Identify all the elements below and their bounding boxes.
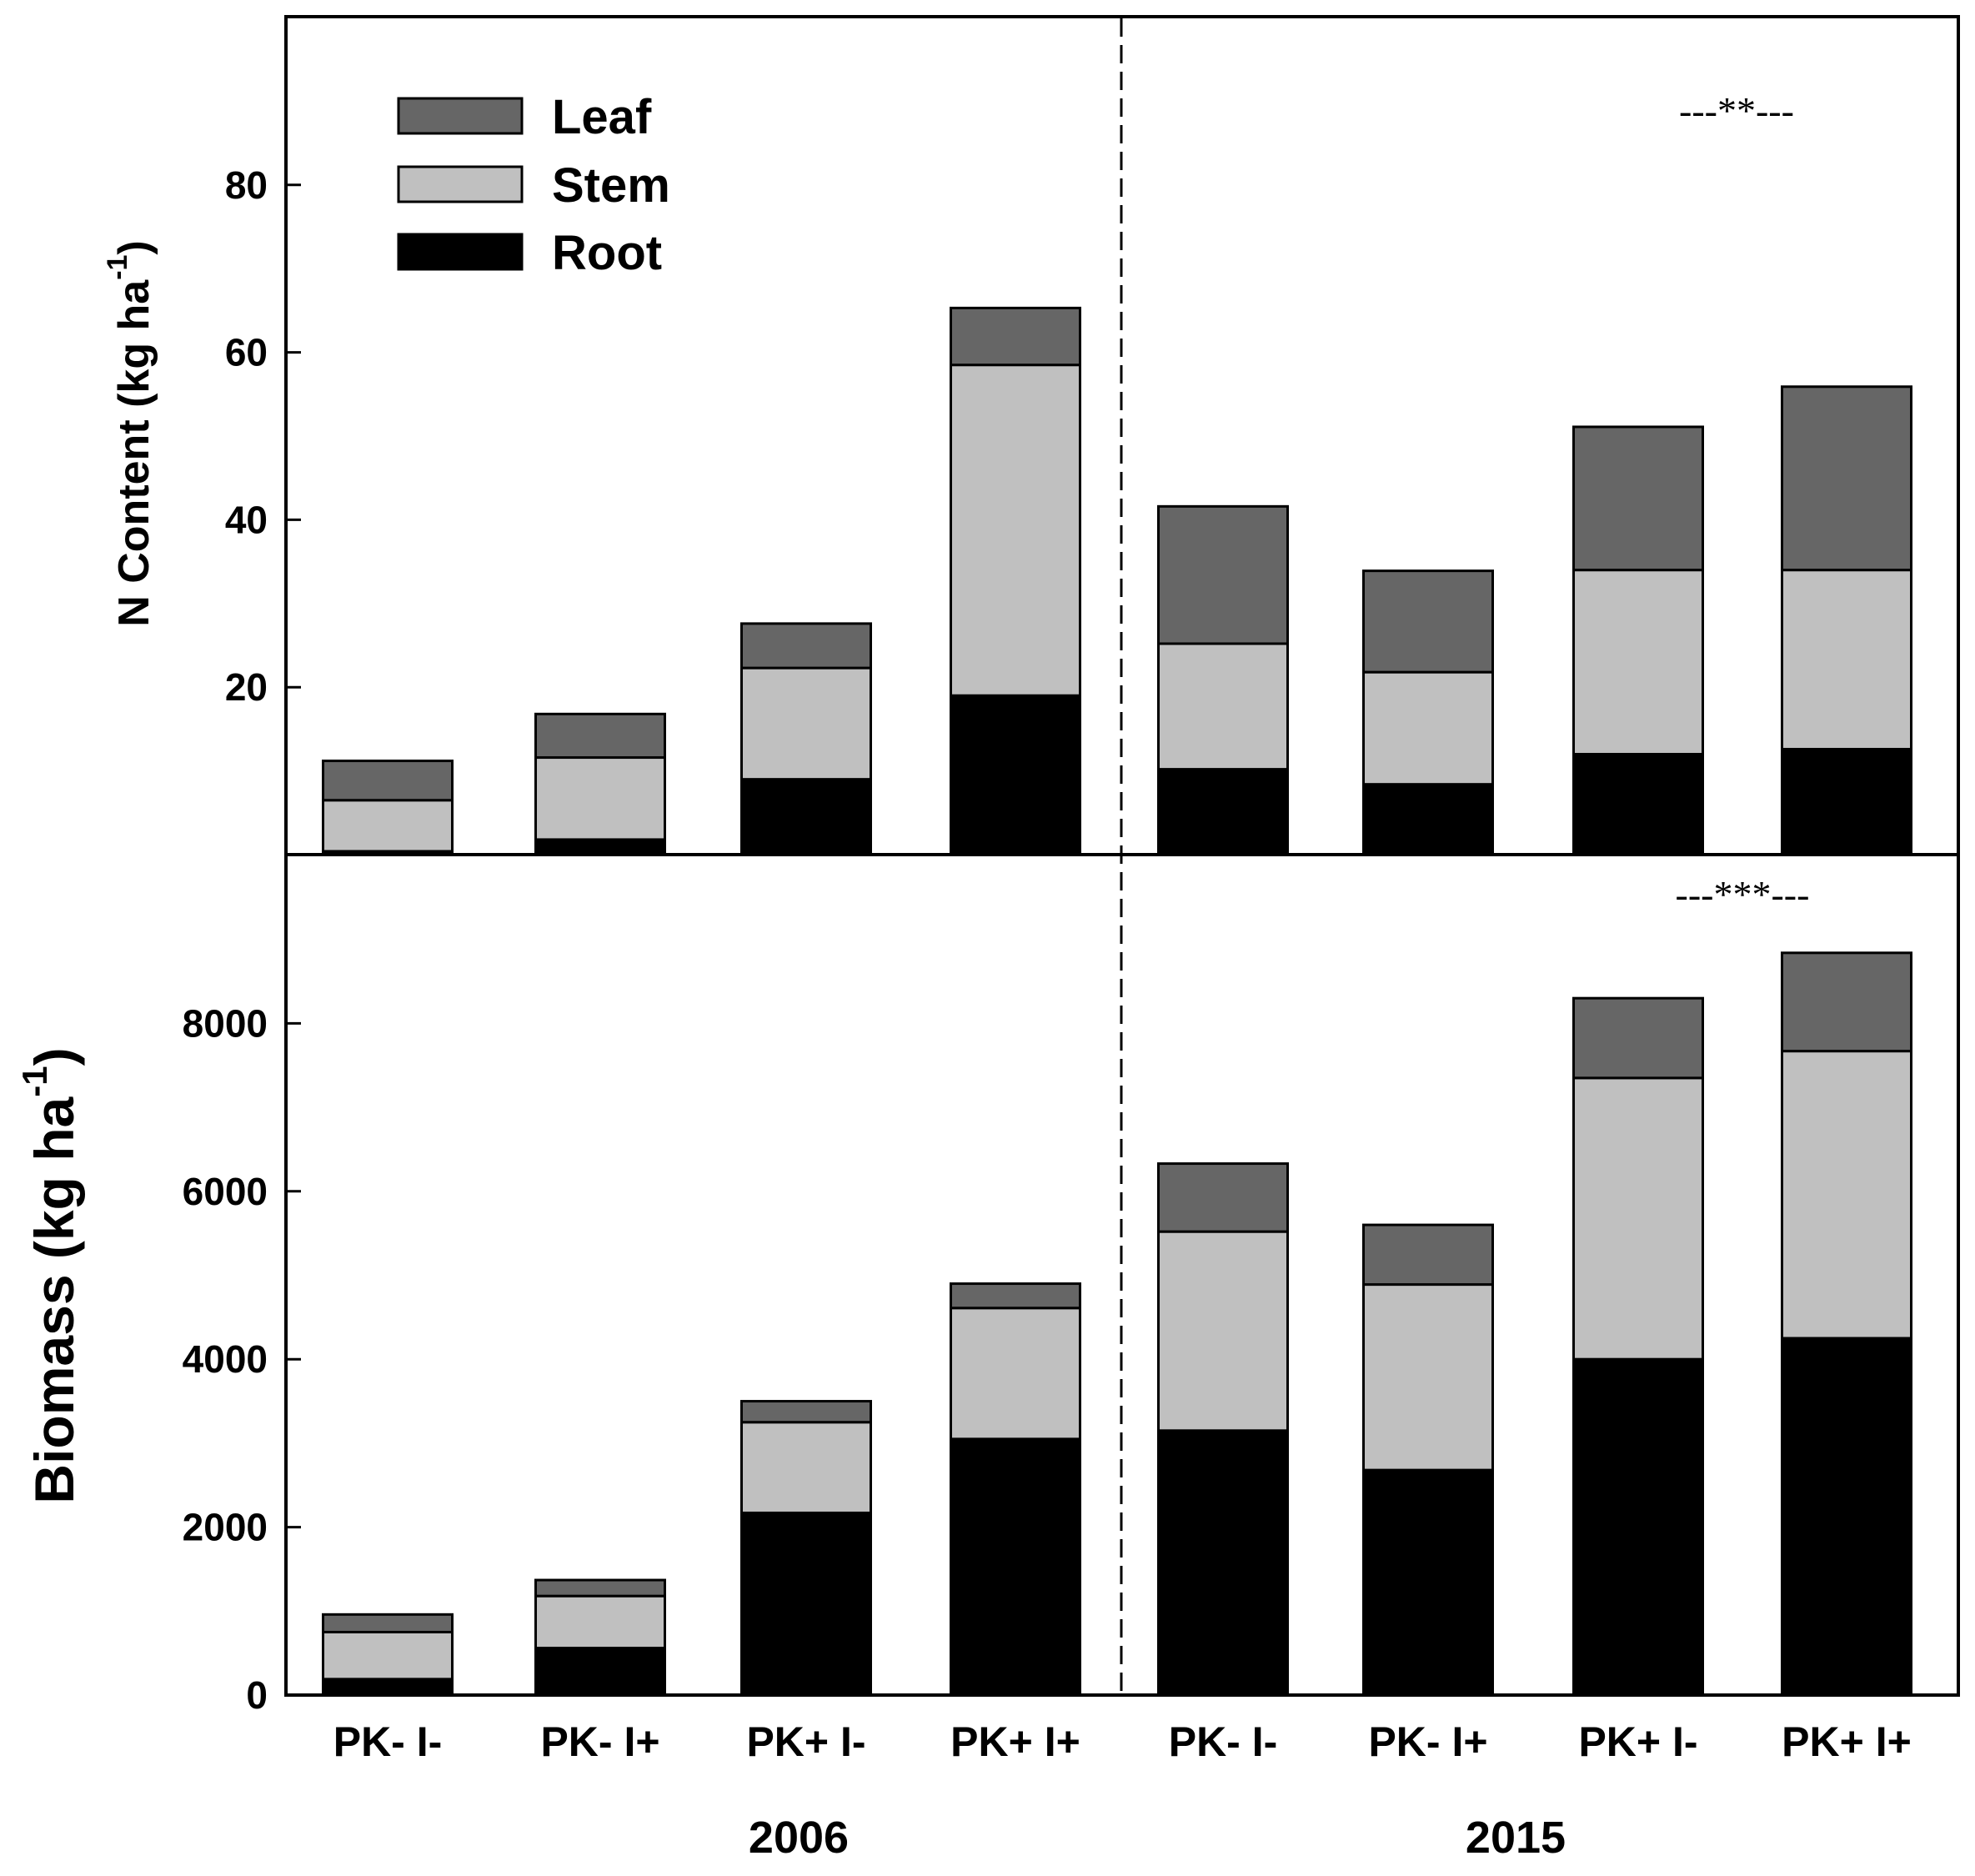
n-content-bar-leaf	[534, 712, 666, 760]
n-content-y-tick-label: 80	[225, 163, 268, 207]
legend-swatch-stem	[397, 165, 524, 203]
x-category-label: PK+ I-	[746, 1718, 865, 1765]
n-content-significance: ---**---	[1679, 89, 1794, 132]
x-category-label: PK- I+	[540, 1718, 659, 1765]
n-content-bar-stem	[1572, 569, 1704, 756]
n-content-bar-leaf	[1781, 385, 1912, 572]
x-category-label: PK- I-	[1169, 1718, 1278, 1765]
biomass-bar-leaf	[740, 1400, 872, 1424]
legend-swatch-leaf	[397, 97, 524, 135]
biomass-bar-root	[950, 1437, 1081, 1697]
biomass-y-tick-label: 2000	[183, 1506, 268, 1549]
x-axis-labels: PK- I- PK- I+ PK+ I- PK+ I+ PK- I- PK- I+ PK+ …	[333, 1718, 1912, 1765]
biomass-y-tick-label: 4000	[183, 1337, 268, 1381]
biomass-bar-leaf	[1157, 1162, 1289, 1233]
n-content-y-axis-title-close: )	[110, 240, 158, 254]
n-content-bar-leaf	[950, 306, 1081, 367]
n-content-y-axis-title-sup: -1	[102, 255, 133, 280]
n-content-y-tick-label: 20	[225, 665, 268, 709]
n-content-y-tick-label: 60	[225, 331, 268, 374]
biomass-bar-stem	[1362, 1283, 1494, 1472]
biomass-y-tick-label: 6000	[183, 1170, 268, 1213]
legend-swatch-root	[397, 233, 524, 271]
n-content-bar-root	[1362, 783, 1494, 856]
n-content-bar-root	[1157, 768, 1289, 856]
biomass-bar-leaf	[1362, 1223, 1494, 1287]
biomass-y-axis-title-sup: -1	[15, 1066, 54, 1096]
biomass-significance: ---***---	[1676, 873, 1810, 915]
biomass-y-axis-title-main: Biomass (kg ha	[23, 1096, 85, 1503]
n-content-bars	[322, 306, 1912, 856]
n-content-y-axis-title: N Content (kg ha-1)	[102, 240, 158, 627]
biomass-y-axis-title-close: )	[23, 1047, 85, 1066]
biomass-bar-stem	[1157, 1230, 1289, 1432]
year-label-2006: 2006	[749, 1813, 849, 1863]
x-category-label: PK+ I-	[1578, 1718, 1697, 1765]
biomass-bars	[322, 951, 1912, 1697]
biomass-bar-root	[1362, 1468, 1494, 1697]
n-content-bar-root	[534, 838, 666, 856]
biomass-bar-root	[534, 1647, 666, 1697]
n-content-bar-root	[950, 694, 1081, 856]
biomass-bar-stem	[1781, 1050, 1912, 1340]
biomass-bar-root	[322, 1678, 454, 1697]
biomass-bar-leaf	[322, 1613, 454, 1633]
biomass-panel: 0 2000 4000 6000 8000 ---***--- Biomass (kg …	[15, 853, 1960, 1717]
n-content-bar-stem	[1781, 569, 1912, 750]
x-category-label: PK+ I+	[950, 1718, 1080, 1765]
n-content-bar-leaf	[1362, 569, 1494, 674]
n-content-y-tick-label: 40	[225, 498, 268, 541]
biomass-y-tick-label: 0	[246, 1673, 268, 1717]
biomass-bar-stem	[950, 1307, 1081, 1441]
n-content-panel: 20 40 60 80 Leaf Stem Root ---**--- N Content…	[102, 15, 1960, 856]
year-label-2015: 2015	[1466, 1813, 1566, 1863]
biomass-bar-stem	[322, 1630, 454, 1681]
n-content-bar-root	[1781, 747, 1912, 856]
n-content-bar-stem	[534, 756, 666, 841]
x-category-label: PK- I-	[333, 1718, 443, 1765]
n-content-bar-stem	[740, 666, 872, 781]
n-content-bar-root	[740, 778, 872, 856]
biomass-bar-leaf	[534, 1578, 666, 1598]
legend-label-root: Root	[552, 226, 662, 280]
n-content-bar-leaf	[1572, 425, 1704, 572]
n-content-bar-leaf	[322, 760, 454, 802]
biomass-bar-stem	[534, 1594, 666, 1650]
legend-label-leaf: Leaf	[552, 90, 652, 144]
n-content-bar-root	[1572, 753, 1704, 856]
n-content-bar-leaf	[740, 622, 872, 670]
n-content-bar-stem	[1362, 670, 1494, 786]
biomass-y-tick-label: 8000	[183, 1001, 268, 1045]
biomass-bar-leaf	[1572, 996, 1704, 1080]
x-category-label: PK- I+	[1368, 1718, 1487, 1765]
n-content-bar-leaf	[1157, 504, 1289, 645]
n-content-bar-stem	[1157, 642, 1289, 771]
biomass-bar-root	[1572, 1357, 1704, 1697]
biomass-bar-leaf	[950, 1282, 1081, 1310]
biomass-bar-stem	[1572, 1076, 1704, 1361]
biomass-bar-root	[740, 1511, 872, 1697]
x-category-label: PK+ I+	[1782, 1718, 1912, 1765]
legend: Leaf Stem Root	[397, 90, 670, 280]
n-content-bar-stem	[322, 799, 454, 853]
legend-label-stem: Stem	[552, 158, 670, 213]
biomass-y-axis-title: Biomass (kg ha-1)	[15, 1047, 85, 1503]
biomass-bar-root	[1781, 1337, 1912, 1697]
biomass-bar-root	[1157, 1429, 1289, 1697]
n-content-y-axis-title-main: N Content (kg ha	[110, 279, 158, 627]
biomass-bar-stem	[740, 1421, 872, 1514]
biomass-bar-leaf	[1781, 951, 1912, 1053]
n-content-bar-stem	[950, 364, 1081, 697]
